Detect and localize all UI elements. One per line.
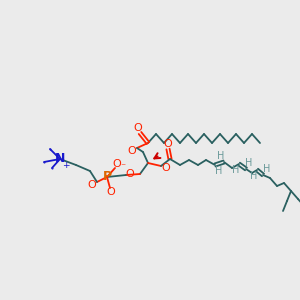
Text: P: P: [102, 170, 112, 184]
Text: O: O: [134, 123, 142, 133]
Text: H: H: [217, 151, 224, 161]
Text: O: O: [164, 139, 172, 149]
Text: ⁻: ⁻: [120, 162, 126, 172]
Text: O: O: [126, 169, 134, 179]
Text: O: O: [162, 163, 170, 173]
Text: O: O: [128, 146, 136, 156]
Text: O: O: [88, 180, 96, 190]
Text: H: H: [232, 165, 240, 176]
Text: O: O: [112, 159, 122, 169]
Text: +: +: [62, 160, 70, 169]
Text: O: O: [106, 187, 116, 197]
Text: H: H: [215, 166, 222, 176]
Text: H: H: [263, 164, 270, 174]
Text: H: H: [245, 158, 253, 168]
Text: N: N: [55, 152, 65, 166]
Text: H: H: [250, 171, 257, 181]
